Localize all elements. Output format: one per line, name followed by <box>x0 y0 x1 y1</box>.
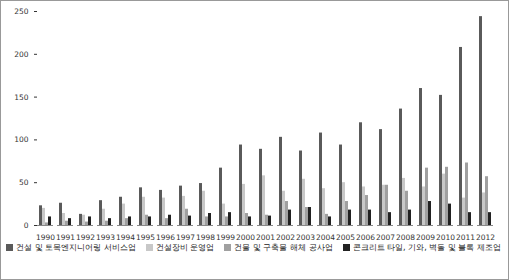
svg-text:200: 200 <box>14 50 29 59</box>
svg-text:1999: 1999 <box>216 233 235 241</box>
html-text:건설장비 운영업: 건설장비 운영업 <box>155 243 215 252</box>
svg-text:2005: 2005 <box>336 233 355 241</box>
svg-text:1991: 1991 <box>56 233 75 241</box>
svg-text:1996: 1996 <box>156 233 175 241</box>
svg-text:0: 0 <box>24 221 29 230</box>
svg-text:2000: 2000 <box>236 233 255 241</box>
svg-text:2009: 2009 <box>416 233 435 241</box>
svg-text:1993: 1993 <box>96 233 115 241</box>
svg-text:2006: 2006 <box>356 233 375 241</box>
html-text:콘크리트 타일, 기와, 벽돌 및 블록 제조업: 콘크리트 타일, 기와, 벽돌 및 블록 제조업 <box>352 243 501 252</box>
svg-text:1992: 1992 <box>76 233 95 241</box>
html-text:건물 및 구축물 해체 공사업: 건물 및 구축물 해체 공사업 <box>234 243 333 252</box>
svg-text:1998: 1998 <box>196 233 215 241</box>
svg-text:2004: 2004 <box>316 233 335 241</box>
svg-text:2012: 2012 <box>476 233 495 241</box>
svg-text:250: 250 <box>14 7 29 16</box>
svg-text:2007: 2007 <box>376 233 395 241</box>
svg-text:2001: 2001 <box>256 233 275 241</box>
svg-text:50: 50 <box>19 178 29 187</box>
svg-text:2010: 2010 <box>436 233 455 241</box>
svg-text:2002: 2002 <box>276 233 295 241</box>
svg-text:150: 150 <box>14 93 29 102</box>
svg-text:1995: 1995 <box>136 233 155 241</box>
svg-text:1997: 1997 <box>176 233 195 241</box>
svg-text:100: 100 <box>14 135 29 144</box>
svg-text:2011: 2011 <box>456 233 475 241</box>
svg-text:1990: 1990 <box>36 233 55 241</box>
svg-text:1994: 1994 <box>116 233 135 241</box>
svg-text:2003: 2003 <box>296 233 315 241</box>
html-text:건설 및 토목엔지니어링 서비스업: 건설 및 토목엔지니어링 서비스업 <box>16 243 136 252</box>
svg-text:2008: 2008 <box>396 233 415 241</box>
